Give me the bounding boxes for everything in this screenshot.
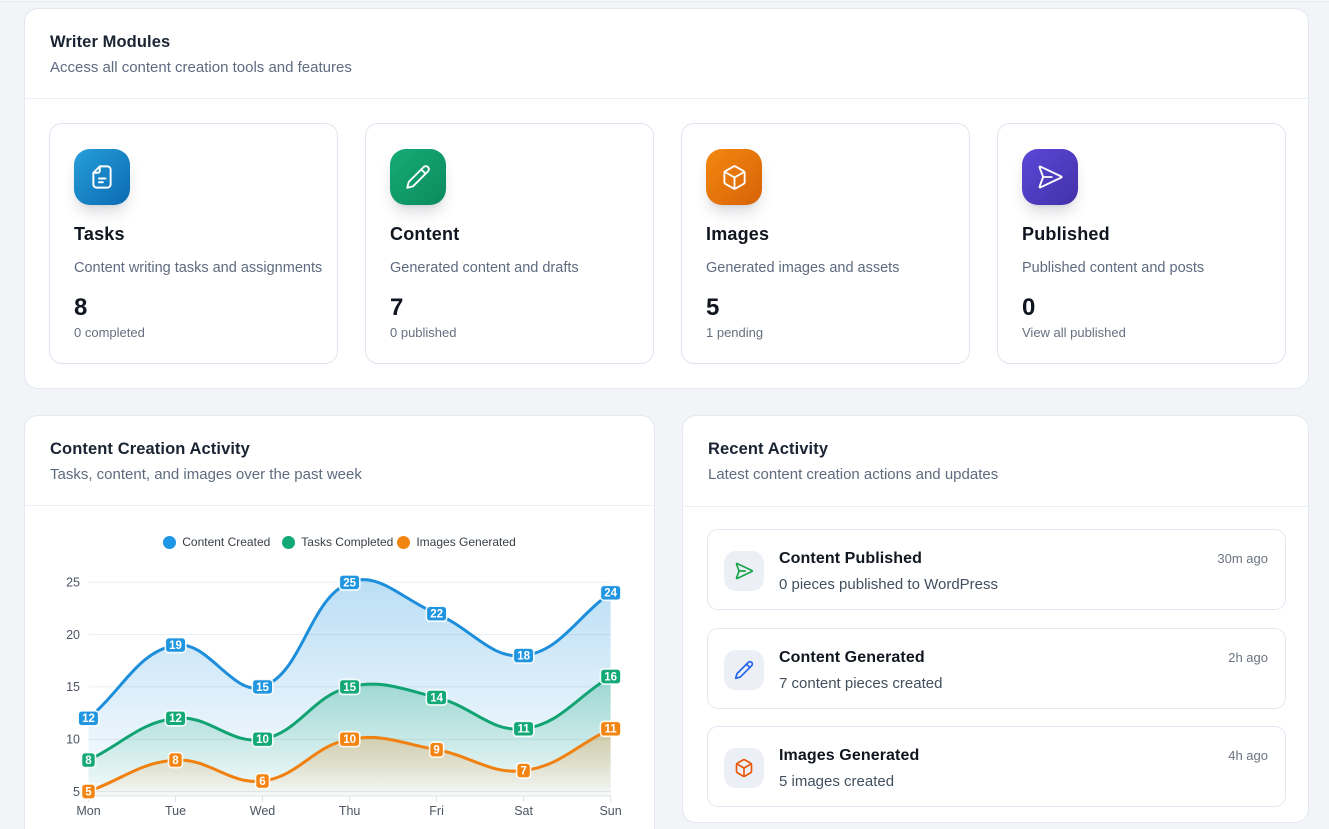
svg-text:25: 25 bbox=[343, 577, 356, 589]
svg-text:6: 6 bbox=[259, 776, 265, 788]
svg-text:8: 8 bbox=[172, 755, 179, 767]
svg-text:Sun: Sun bbox=[599, 804, 621, 818]
svg-text:Mon: Mon bbox=[76, 804, 100, 818]
svg-text:11: 11 bbox=[605, 724, 618, 736]
svg-text:11: 11 bbox=[518, 724, 531, 736]
svg-text:19: 19 bbox=[169, 640, 182, 652]
svg-text:5: 5 bbox=[73, 785, 80, 799]
svg-text:15: 15 bbox=[343, 682, 356, 694]
svg-text:20: 20 bbox=[66, 628, 80, 642]
svg-text:12: 12 bbox=[169, 713, 182, 725]
svg-text:Sat: Sat bbox=[514, 804, 533, 818]
svg-text:Fri: Fri bbox=[429, 804, 444, 818]
svg-text:Wed: Wed bbox=[250, 804, 276, 818]
svg-text:9: 9 bbox=[433, 745, 439, 757]
svg-text:14: 14 bbox=[430, 692, 443, 704]
svg-text:Thu: Thu bbox=[339, 804, 361, 818]
svg-text:25: 25 bbox=[66, 576, 80, 590]
svg-text:10: 10 bbox=[343, 734, 356, 746]
svg-text:15: 15 bbox=[66, 680, 80, 694]
svg-text:8: 8 bbox=[85, 755, 92, 767]
svg-text:Tue: Tue bbox=[165, 804, 186, 818]
svg-text:22: 22 bbox=[430, 609, 443, 621]
svg-text:7: 7 bbox=[520, 766, 526, 778]
svg-text:10: 10 bbox=[256, 734, 269, 746]
svg-text:24: 24 bbox=[604, 588, 617, 600]
svg-text:15: 15 bbox=[256, 682, 269, 694]
svg-text:16: 16 bbox=[604, 671, 617, 683]
svg-text:10: 10 bbox=[66, 733, 80, 747]
svg-text:5: 5 bbox=[85, 786, 92, 798]
svg-text:18: 18 bbox=[517, 651, 530, 663]
svg-text:12: 12 bbox=[82, 713, 95, 725]
